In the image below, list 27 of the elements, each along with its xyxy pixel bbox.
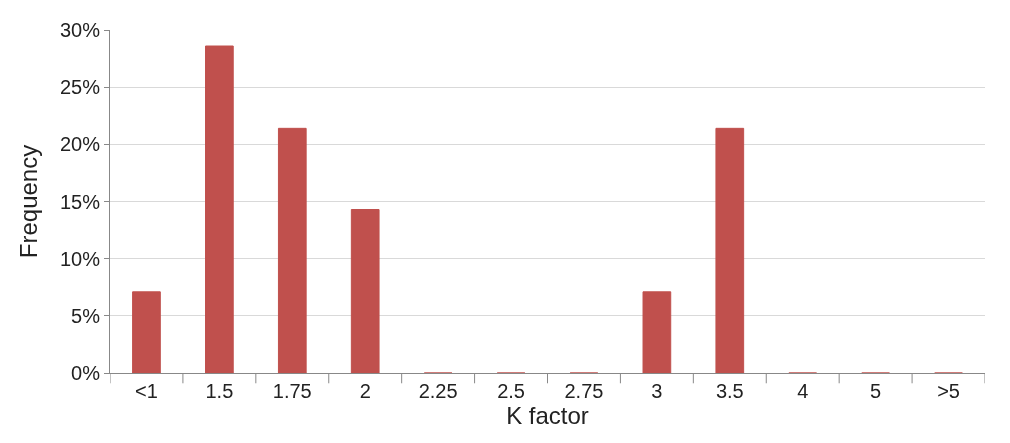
- bar: [277, 127, 307, 373]
- y-tick-label: 0%: [71, 362, 101, 384]
- y-tick-label: 15%: [59, 190, 101, 213]
- y-axis-title: Frequency: [15, 144, 43, 259]
- x-tick-label: 2: [359, 380, 371, 402]
- x-tick-label: 5: [870, 380, 882, 402]
- y-tick-label: 5%: [71, 304, 101, 327]
- x-tick-label: 1.75: [272, 380, 312, 402]
- x-tick-label: 1.5: [205, 380, 234, 402]
- x-tick-label: 4: [797, 380, 809, 402]
- x-tick-label: 3.5: [715, 380, 744, 402]
- x-tick-label: 2.25: [418, 380, 458, 402]
- x-tick-label: 2.75: [564, 380, 604, 402]
- x-axis-title: K factor: [506, 402, 589, 429]
- bar: [350, 209, 380, 373]
- y-tick-label: 10%: [59, 247, 101, 270]
- y-tick-label: 25%: [59, 76, 101, 99]
- x-tick-label: 2.5: [497, 380, 525, 402]
- x-tick-label: 3: [651, 380, 663, 402]
- x-tick-label: >5: [937, 380, 960, 402]
- x-tick-label: <1: [135, 380, 158, 402]
- bar: [642, 291, 672, 373]
- bar: [132, 291, 161, 373]
- bar: [715, 127, 745, 373]
- y-tick-label: 20%: [59, 133, 101, 156]
- bar: [205, 45, 234, 373]
- y-tick-label: 30%: [59, 19, 101, 41]
